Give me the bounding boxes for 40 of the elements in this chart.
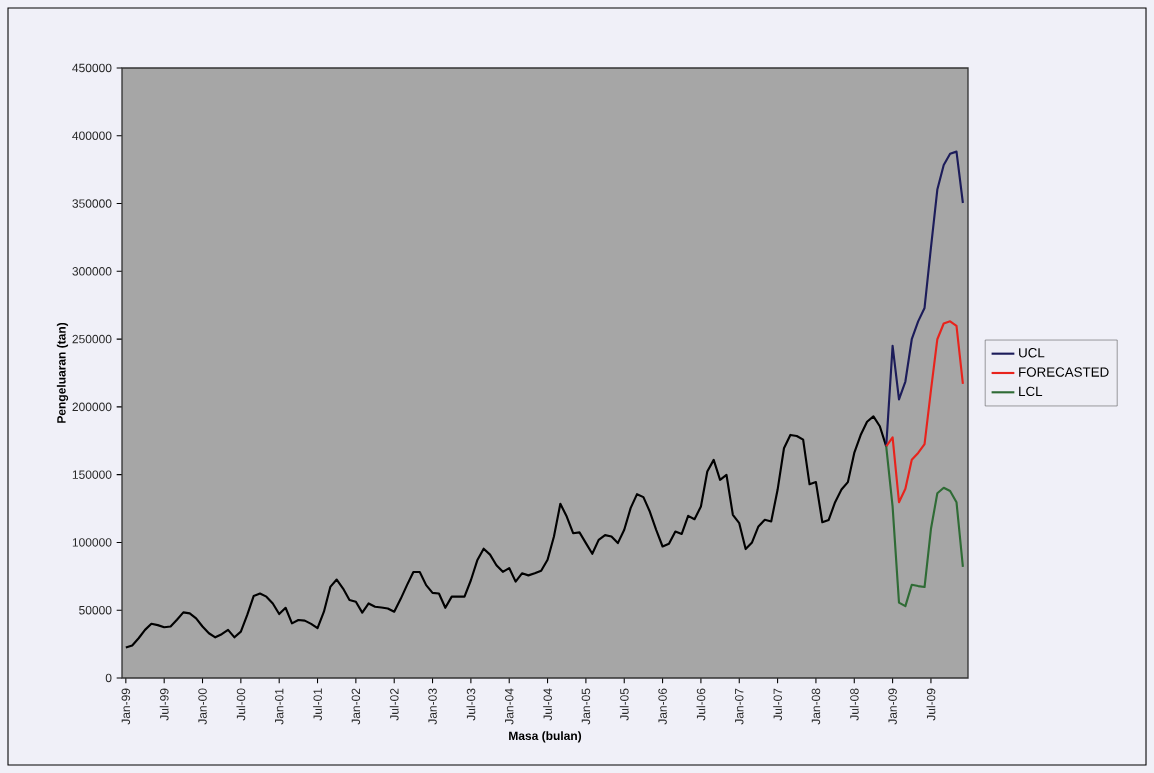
x-tick-label: Jan-02 [351,688,361,725]
legend-label: LCL [1019,386,1043,397]
legend-label: FORECASTED [1019,367,1109,377]
y-tick-label: 250000 [72,334,112,344]
x-tick-label: Jan-99 [121,688,131,725]
x-tick-label: Jul-08 [849,688,859,721]
x-tick-label: Jan-07 [735,688,744,725]
line-series [885,320,964,504]
y-tick-label: 400000 [72,131,112,141]
y-tick-label: 450000 [72,63,112,73]
line-series [885,445,964,608]
y-tick-label: 350000 [72,199,112,208]
line-series [885,150,964,448]
y-axis-title: Pengeluaran (tan) [56,322,69,423]
x-tick-label: Jul-09 [926,688,936,721]
x-tick-label: Jul-01 [313,688,322,721]
y-tick-label: 100000 [72,538,112,547]
x-tick-label: Jul-02 [389,688,399,721]
x-tick-label: Jul-07 [773,688,782,721]
y-tick-label: 50000 [79,605,112,615]
x-tick-label: Jan-03 [428,688,437,725]
x-tick-label: Jul-06 [696,688,706,721]
legend-label: UCL [1019,348,1045,358]
y-tick-label: 200000 [72,402,112,412]
x-tick-label: Jan-08 [811,688,821,725]
x-tick-label: Jan-00 [198,688,207,725]
x-tick-label: Jul-05 [619,688,629,721]
y-tick-label: 300000 [72,267,112,276]
y-tick-label: 0 [105,673,112,683]
x-tick-label: Jan-04 [504,688,514,725]
x-tick-label: Jul-99 [159,688,169,721]
x-tick-label: Jan-05 [581,688,591,725]
y-tick-label: 150000 [72,470,112,479]
x-tick-label: Jan-06 [658,688,667,725]
x-tick-label: Jul-04 [543,688,552,721]
x-tick-label: Jul-00 [236,688,246,721]
x-tick-label: Jul-03 [466,688,476,721]
x-tick-label: Jan-09 [888,688,897,725]
x-axis-title: Masa (bulan) [509,731,582,743]
x-tick-label: Jan-01 [274,688,284,725]
